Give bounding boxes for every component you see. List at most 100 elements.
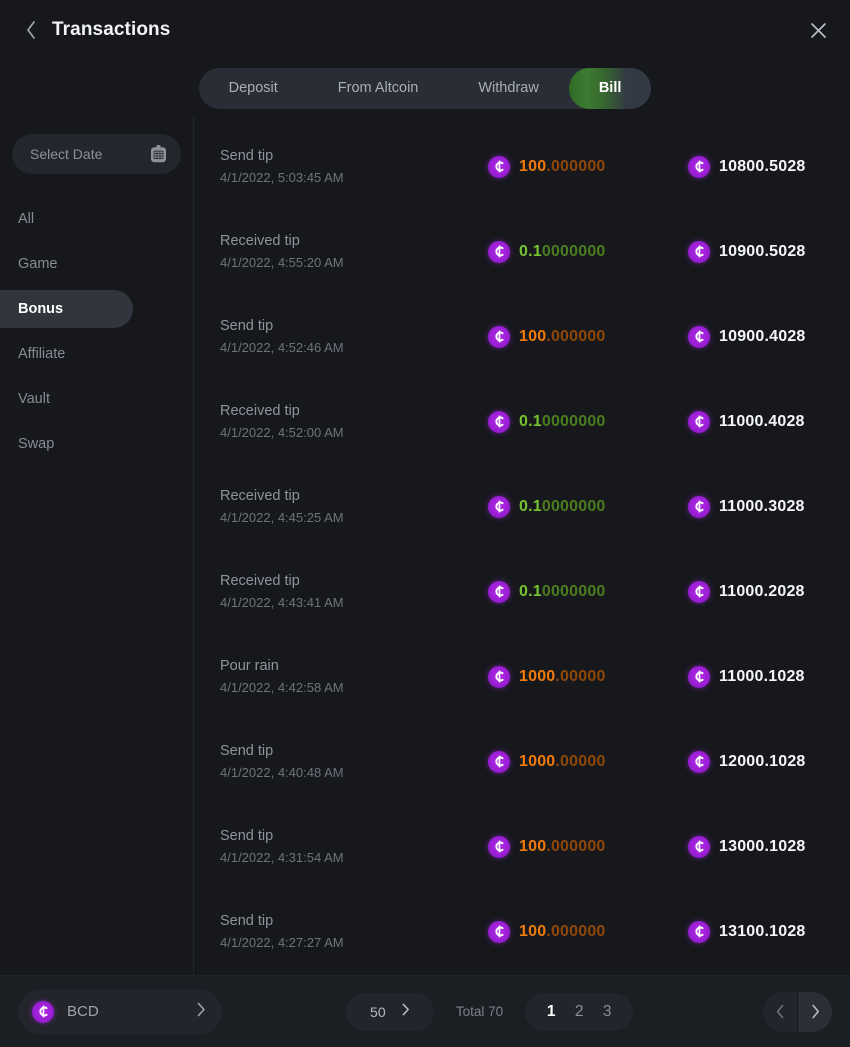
transaction-type: Send tip bbox=[220, 743, 274, 759]
table-row[interactable]: Send tip 4/1/2022, 4:27:27 AM 100.000000 13… bbox=[194, 889, 850, 974]
table-row[interactable]: Received tip 4/1/2022, 4:43:41 AM 0.100000… bbox=[194, 549, 850, 634]
currency-selector[interactable]: BCD bbox=[18, 989, 222, 1034]
transaction-amount-cell: 100.000000 bbox=[488, 920, 688, 943]
transaction-type: Pour rain bbox=[220, 658, 279, 674]
amount-fraction: 0000000 bbox=[541, 497, 606, 515]
transaction-type: Send tip bbox=[220, 148, 274, 164]
chevron-left-icon[interactable] bbox=[18, 17, 44, 43]
date-picker[interactable]: Select Date bbox=[12, 134, 181, 174]
table-row[interactable]: Send tip 4/1/2022, 4:31:54 AM 100.000000 13… bbox=[194, 804, 850, 889]
prev-page-button[interactable] bbox=[763, 992, 797, 1032]
bcd-coin-icon bbox=[488, 580, 510, 603]
sidebar-item-label: Vault bbox=[18, 391, 50, 407]
close-icon[interactable] bbox=[804, 16, 832, 44]
sidebar-item-all[interactable]: All bbox=[0, 200, 133, 238]
transaction-amount: 0.10000000 bbox=[519, 583, 606, 601]
modal-footer: BCD 50 Total 70 1 2 3 bbox=[0, 975, 850, 1047]
table-row[interactable]: Pour rain 4/1/2022, 4:42:58 AM 1000.00000 1… bbox=[194, 634, 850, 719]
sidebar-item-game[interactable]: Game bbox=[0, 245, 133, 283]
transaction-balance-cell: 10900.4028 bbox=[688, 325, 830, 348]
page-arrows bbox=[763, 991, 832, 1032]
transaction-time: 4/1/2022, 4:52:46 AM bbox=[220, 340, 344, 355]
amount-integer: 0.1 bbox=[519, 412, 542, 430]
transaction-description: Received tip 4/1/2022, 4:45:25 AM bbox=[220, 488, 488, 525]
table-row[interactable]: Received tip 4/1/2022, 4:55:20 AM 0.100000… bbox=[194, 209, 850, 294]
tab-label: Withdraw bbox=[478, 80, 539, 96]
sidebar-item-label: Game bbox=[18, 256, 58, 272]
transaction-amount-cell: 100.000000 bbox=[488, 155, 688, 178]
transaction-type: Received tip bbox=[220, 403, 300, 419]
transaction-description: Received tip 4/1/2022, 4:55:20 AM bbox=[220, 233, 488, 270]
bcd-coin-icon bbox=[488, 410, 510, 433]
tab-from-altcoin[interactable]: From Altcoin bbox=[308, 68, 449, 109]
transaction-amount: 100.000000 bbox=[519, 328, 606, 346]
sidebar-item-affiliate[interactable]: Affiliate bbox=[0, 335, 133, 373]
bcd-coin-icon bbox=[688, 580, 710, 603]
amount-fraction: 0000000 bbox=[541, 412, 606, 430]
transaction-balance-cell: 10800.5028 bbox=[688, 155, 830, 178]
bcd-coin-icon bbox=[488, 665, 510, 688]
transaction-time: 4/1/2022, 4:27:27 AM bbox=[220, 935, 344, 950]
transaction-amount-cell: 0.10000000 bbox=[488, 495, 688, 518]
bcd-coin-icon bbox=[488, 920, 510, 943]
transaction-amount: 0.10000000 bbox=[519, 413, 606, 431]
tab-group: Deposit From Altcoin Withdraw Bill bbox=[198, 67, 652, 109]
transaction-type: Send tip bbox=[220, 913, 274, 929]
amount-fraction: 0000000 bbox=[541, 582, 606, 600]
arrow-divider bbox=[797, 991, 798, 1032]
table-row[interactable]: Received tip 4/1/2022, 4:52:00 AM 0.100000… bbox=[194, 379, 850, 464]
sidebar-nav: All Game Bonus Affiliate Vault Swap bbox=[0, 200, 193, 463]
amount-integer: 0.1 bbox=[519, 497, 542, 515]
bcd-coin-icon bbox=[488, 495, 510, 518]
tab-withdraw[interactable]: Withdraw bbox=[448, 68, 568, 109]
bcd-coin-icon bbox=[688, 155, 710, 178]
transaction-amount-cell: 0.10000000 bbox=[488, 580, 688, 603]
total-count: Total 70 bbox=[455, 1004, 504, 1019]
sidebar-item-bonus[interactable]: Bonus bbox=[0, 290, 133, 328]
transaction-type: Send tip bbox=[220, 318, 274, 334]
amount-fraction: .000000 bbox=[546, 327, 606, 345]
transaction-amount-cell: 100.000000 bbox=[488, 835, 688, 858]
transaction-balance-cell: 11000.2028 bbox=[688, 580, 830, 603]
balance-value: 12000.1028 bbox=[719, 752, 806, 770]
transaction-balance-cell: 11000.3028 bbox=[688, 495, 830, 518]
table-row[interactable]: Received tip 4/1/2022, 4:45:25 AM 0.100000… bbox=[194, 464, 850, 549]
amount-integer: 0.1 bbox=[519, 242, 542, 260]
sidebar: Select Date All Gam bbox=[0, 116, 194, 975]
balance-value: 11000.2028 bbox=[719, 582, 805, 600]
sidebar-item-vault[interactable]: Vault bbox=[0, 380, 133, 418]
amount-integer: 100 bbox=[519, 922, 547, 940]
table-row[interactable]: Send tip 4/1/2022, 4:40:48 AM 1000.00000 12… bbox=[194, 719, 850, 804]
sidebar-item-label: Affiliate bbox=[18, 346, 66, 362]
table-row[interactable]: Send tip 4/1/2022, 5:03:45 AM 100.000000 10… bbox=[194, 124, 850, 209]
table-row[interactable]: Send tip 4/1/2022, 4:52:46 AM 100.000000 10… bbox=[194, 294, 850, 379]
transaction-amount: 1000.00000 bbox=[519, 753, 606, 771]
calendar-icon bbox=[150, 145, 167, 163]
transaction-time: 4/1/2022, 4:40:48 AM bbox=[220, 765, 344, 780]
transaction-time: 4/1/2022, 4:52:00 AM bbox=[220, 425, 344, 440]
transaction-type: Received tip bbox=[220, 233, 300, 249]
page-number-2[interactable]: 2 bbox=[574, 1002, 584, 1020]
bcd-coin-icon bbox=[688, 835, 710, 858]
tab-deposit[interactable]: Deposit bbox=[199, 68, 308, 109]
amount-fraction: .000000 bbox=[546, 837, 606, 855]
sidebar-item-swap[interactable]: Swap bbox=[0, 425, 133, 463]
transaction-amount: 100.000000 bbox=[519, 923, 606, 941]
amount-integer: 100 bbox=[519, 837, 547, 855]
sidebar-item-label: Bonus bbox=[18, 301, 64, 317]
transaction-amount-cell: 1000.00000 bbox=[488, 750, 688, 773]
tab-bill[interactable]: Bill bbox=[568, 67, 652, 109]
page-size-selector[interactable]: 50 bbox=[345, 992, 434, 1031]
transaction-description: Send tip 4/1/2022, 4:31:54 AM bbox=[220, 828, 488, 865]
next-page-button[interactable] bbox=[798, 991, 832, 1032]
amount-fraction: .000000 bbox=[546, 922, 606, 940]
currency-label: BCD bbox=[67, 1003, 99, 1020]
select-date-input[interactable]: Select Date bbox=[30, 146, 103, 162]
bcd-coin-icon bbox=[688, 495, 710, 518]
page-number-3[interactable]: 3 bbox=[602, 1002, 612, 1020]
bcd-coin-icon bbox=[688, 750, 710, 773]
transaction-list: Send tip 4/1/2022, 5:03:45 AM 100.000000 10… bbox=[194, 116, 850, 975]
page-number-1[interactable]: 1 bbox=[546, 1002, 556, 1020]
tab-label: From Altcoin bbox=[337, 80, 419, 96]
